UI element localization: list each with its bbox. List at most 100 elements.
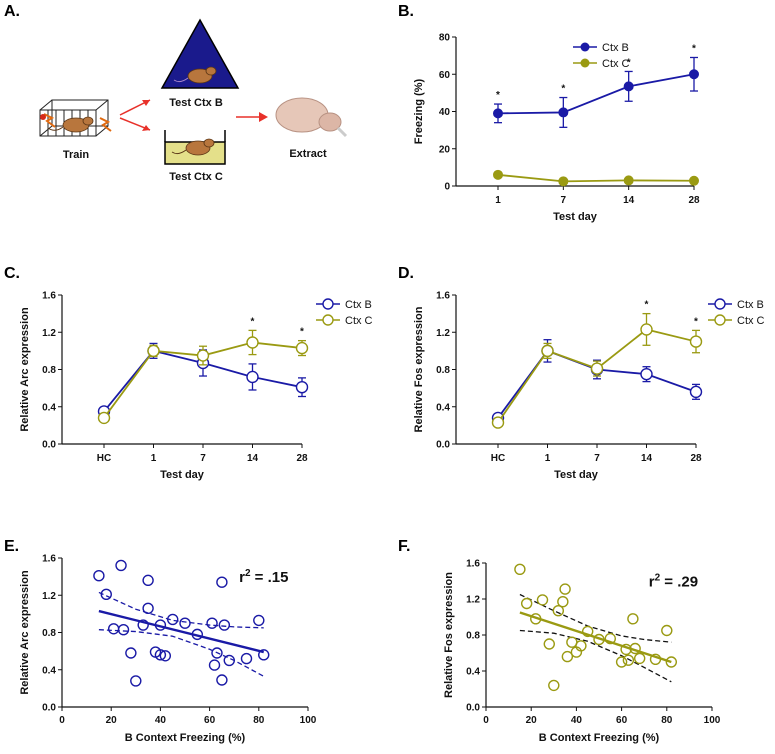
significance-star: * xyxy=(645,300,649,311)
arrow-to-ctx-b xyxy=(119,99,151,116)
legend-marker xyxy=(580,58,590,68)
scatter-point xyxy=(543,638,555,650)
regression-line xyxy=(519,611,672,664)
scatter-point xyxy=(622,654,635,666)
mouse-icon-train xyxy=(47,116,94,133)
x-tick-label: 40 xyxy=(155,715,167,726)
x-tick-label: 14 xyxy=(641,453,653,464)
scatter-point xyxy=(514,563,526,575)
scatter-point xyxy=(93,569,105,582)
scatter-point xyxy=(604,632,616,645)
panel-label-b: B. xyxy=(398,3,414,20)
y-axis-title: Relative Fos expression xyxy=(413,306,425,432)
x-axis-title: B Context Freezing (%) xyxy=(125,732,246,744)
regression-line xyxy=(98,609,265,654)
y-tick-label: 1.6 xyxy=(42,554,56,565)
schematic-test-ctx-b-label: Test Ctx B xyxy=(169,97,223,109)
y-tick-label: 0.0 xyxy=(436,440,450,451)
scatter-point xyxy=(520,597,533,610)
scatter-point xyxy=(208,659,221,671)
y-axis-title: Relative Arc expression xyxy=(19,570,31,695)
scatter-point xyxy=(536,594,549,606)
scatter-point xyxy=(154,619,167,631)
r2-base: r xyxy=(649,573,655,590)
y-tick-label: 0.4 xyxy=(436,402,450,413)
panel-label-c: C. xyxy=(4,265,20,282)
y-tick-label: 0.0 xyxy=(42,703,56,714)
r2-superscript: 2 xyxy=(655,572,661,583)
scatter-point xyxy=(191,628,204,641)
r2-value: = .29 xyxy=(660,573,698,590)
arrow-to-ctx-c xyxy=(119,117,151,131)
scatter-point xyxy=(166,613,179,626)
data-point xyxy=(97,411,111,425)
scatter-point xyxy=(665,656,678,668)
y-axis-title: Relative Fos expression xyxy=(443,572,455,698)
legend-marker xyxy=(322,298,334,310)
scatter-point xyxy=(159,650,172,662)
x-tick-label: 80 xyxy=(253,715,265,726)
scatter-point xyxy=(142,602,154,614)
panel-label-d: D. xyxy=(398,265,414,282)
scatter-point xyxy=(559,583,571,595)
x-tick-label: 7 xyxy=(200,453,206,464)
series-ctx-b xyxy=(493,56,699,128)
y-tick-label: 1.2 xyxy=(42,591,56,602)
r2-value: = .15 xyxy=(251,569,289,586)
scatter-point xyxy=(253,614,265,627)
scatter-point xyxy=(154,649,167,661)
scatter-point xyxy=(548,679,560,692)
x-tick-label: 28 xyxy=(296,453,308,464)
y-tick-label: 0.4 xyxy=(42,402,56,413)
significance-star: * xyxy=(692,43,696,54)
series-ctx-b xyxy=(491,339,703,425)
scatter-point xyxy=(258,649,270,661)
y-tick-label: 0.0 xyxy=(466,703,480,714)
data-point xyxy=(246,370,259,384)
scatter-point xyxy=(137,619,149,631)
x-tick-label: 0 xyxy=(483,715,489,726)
data-point xyxy=(623,175,634,186)
x-axis-title: Test day xyxy=(160,469,205,481)
chart-c: 0.0 0.4 0.8 1.2 1.6 HC 1 7 14 28 Test day Relative … xyxy=(19,291,373,482)
x-tick-label: 20 xyxy=(106,715,118,726)
scatter-point xyxy=(582,625,594,638)
significance-star: * xyxy=(561,84,565,95)
scatter-point xyxy=(206,617,218,629)
y-axis-title: Relative Arc expression xyxy=(19,307,31,432)
data-point xyxy=(196,349,210,362)
scatter-point xyxy=(593,633,605,646)
scatter-point xyxy=(552,605,565,617)
series-ctx-c xyxy=(97,329,309,425)
legend-item: Ctx B xyxy=(316,298,372,311)
y-tick-label: 0.8 xyxy=(466,631,480,642)
y-tick-label: 80 xyxy=(439,33,451,44)
scatter-point xyxy=(620,643,632,656)
scatter-point xyxy=(218,619,231,631)
x-tick-label: 100 xyxy=(704,715,721,726)
r-squared-annotation: r2 = .15 xyxy=(239,568,288,586)
x-tick-label: 28 xyxy=(688,195,700,206)
legend-item: Ctx C xyxy=(316,314,373,327)
data-point xyxy=(147,344,160,358)
data-point xyxy=(246,336,259,349)
chart-e: 0.0 0.4 0.8 1.2 1.6 0 20 40 60 80 100 B Context Fre… xyxy=(19,554,317,745)
x-tick-label: 60 xyxy=(204,715,216,726)
significance-star: * xyxy=(300,327,304,338)
r2-superscript: 2 xyxy=(245,568,251,579)
data-point xyxy=(493,169,503,180)
scatter-point xyxy=(216,674,228,686)
panel-label-a: A. xyxy=(4,3,20,20)
y-tick-label: 0 xyxy=(444,182,450,193)
ctx-b-triangle-icon xyxy=(160,18,240,89)
data-point xyxy=(493,108,503,119)
legend-label: Ctx C xyxy=(602,58,630,70)
series-ctx-c xyxy=(493,169,699,187)
data-point xyxy=(689,175,699,186)
scatter-point xyxy=(615,656,628,668)
x-tick-label: 14 xyxy=(247,453,259,464)
scatter-point xyxy=(575,640,587,652)
y-axis-title: Freezing (%) xyxy=(413,78,425,144)
